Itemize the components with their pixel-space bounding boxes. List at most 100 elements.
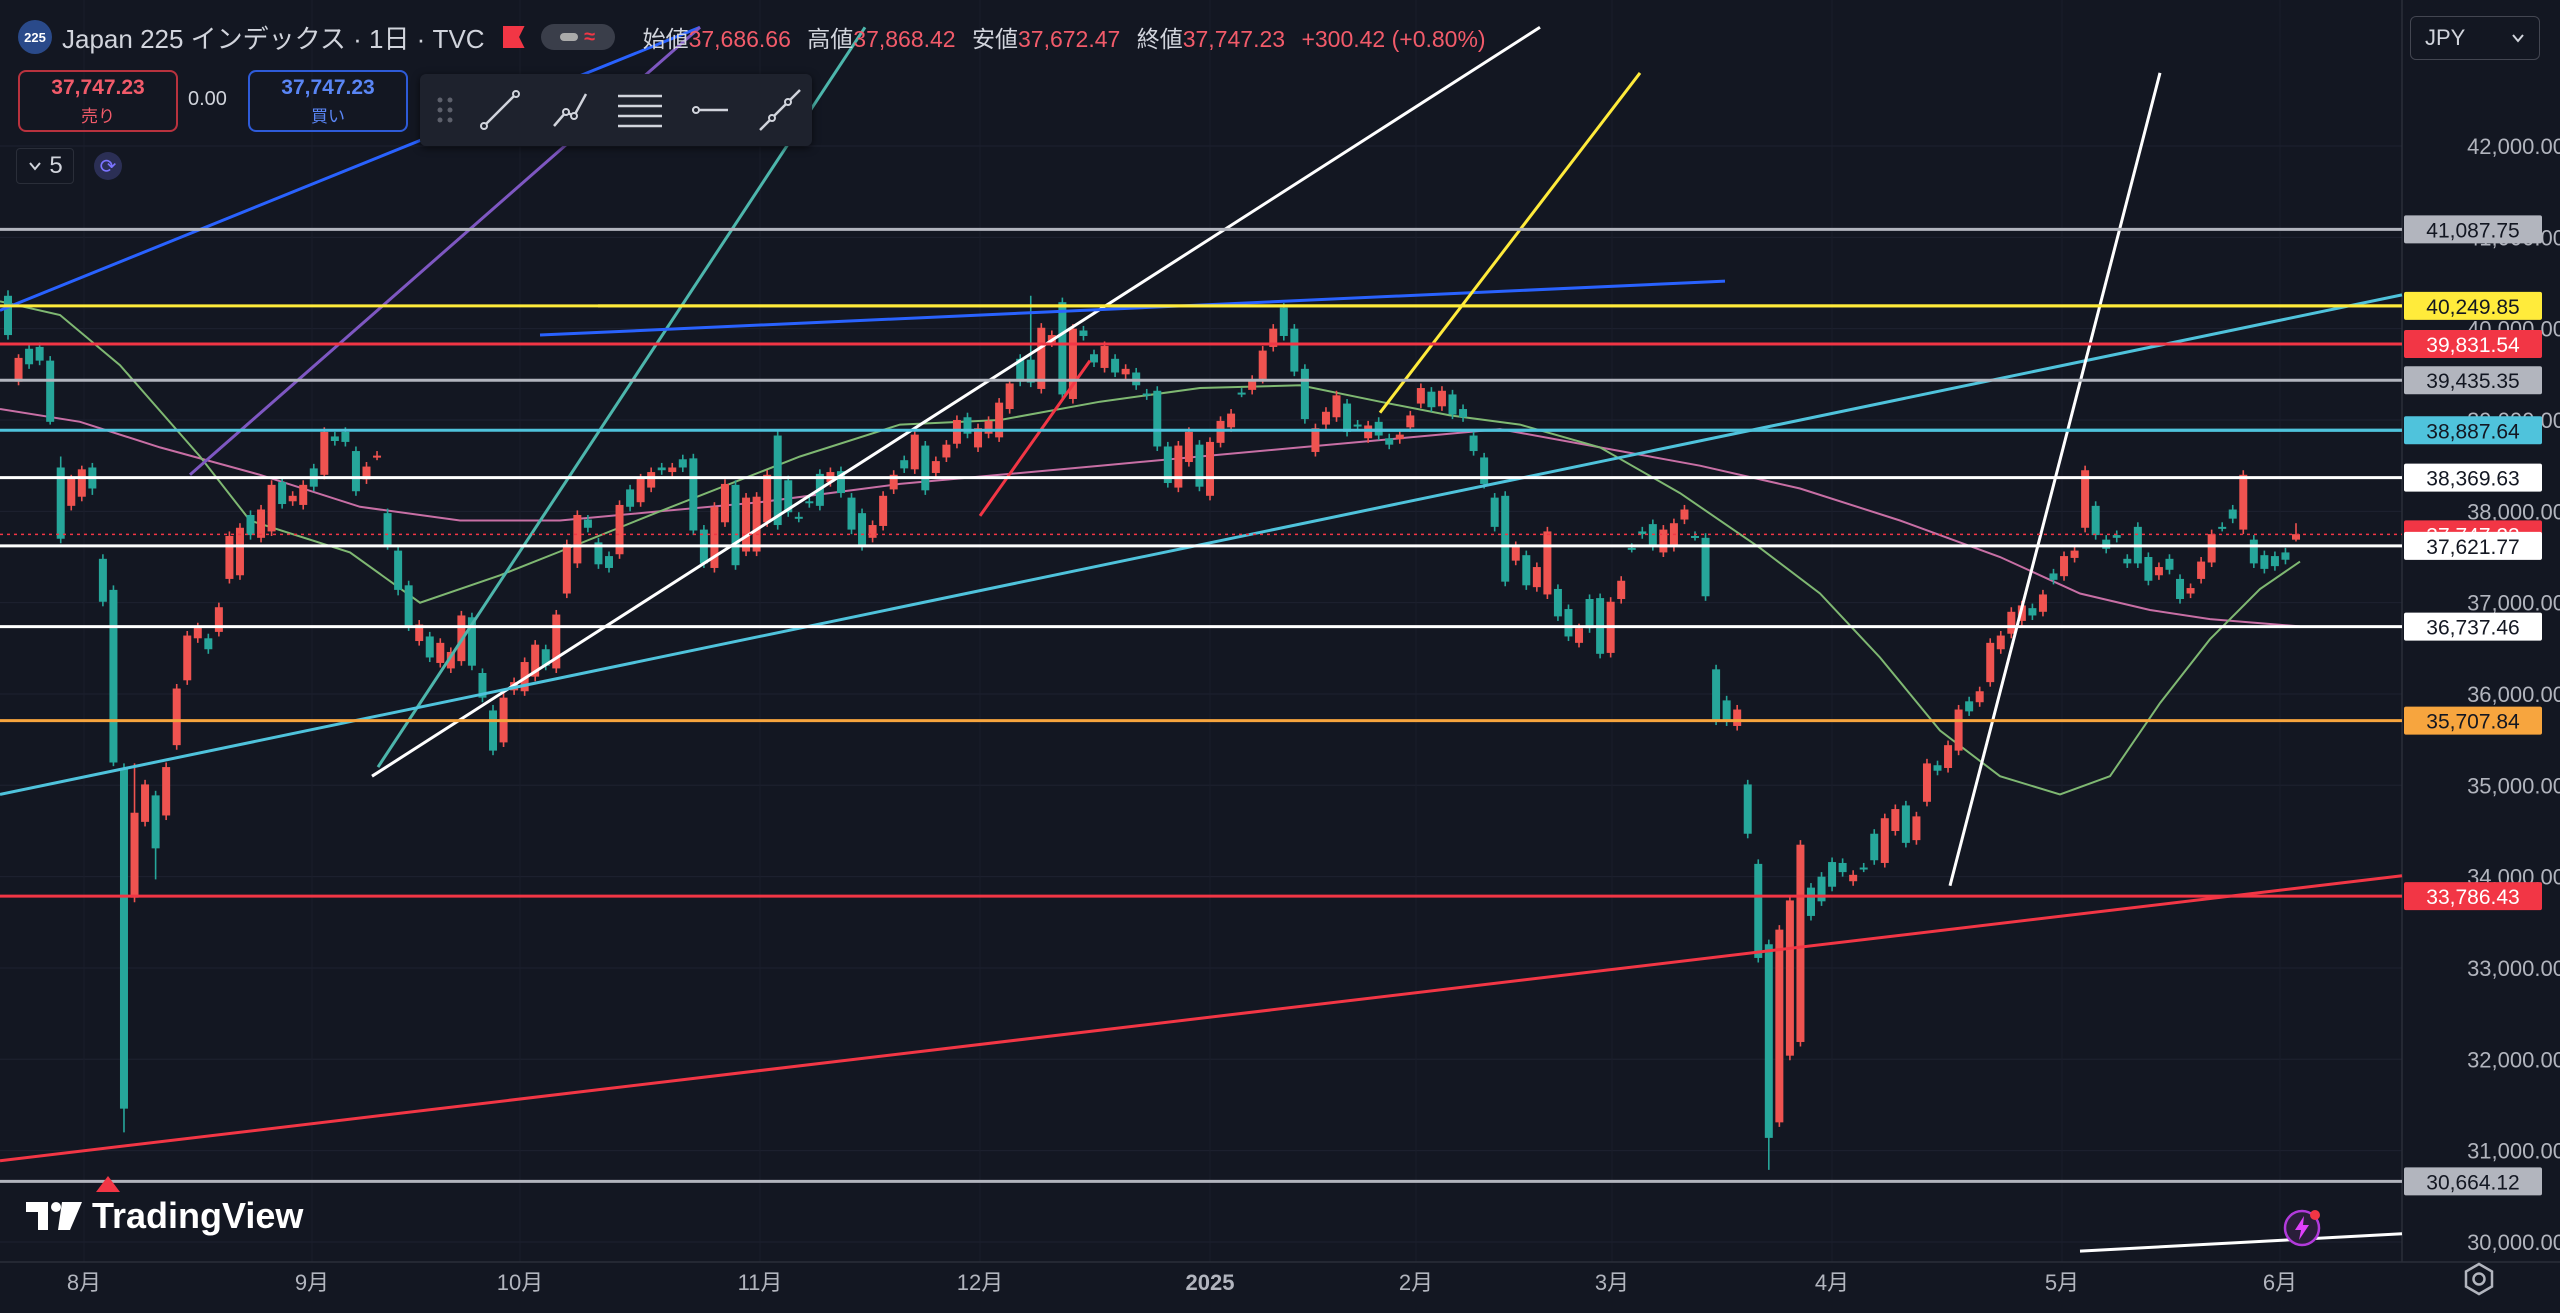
candle-body <box>172 688 181 746</box>
chevron-down-icon <box>29 162 42 171</box>
status-dot-icon <box>560 33 579 41</box>
candle-body <box>2028 608 2037 616</box>
candle-body <box>56 467 65 539</box>
candle-body <box>1079 330 1088 336</box>
candle-body <box>1627 547 1636 550</box>
candle-body <box>2292 534 2300 540</box>
candle-body <box>2081 470 2090 528</box>
indicator-toggle[interactable]: 5 <box>16 148 74 184</box>
candle-body <box>805 501 814 504</box>
candle-body <box>278 482 287 505</box>
trend-line-tool[interactable] <box>474 84 526 136</box>
horizontal-ray-icon <box>692 106 728 114</box>
candle-body <box>1828 862 1837 887</box>
candle-body <box>1901 805 1910 843</box>
candle-body <box>710 506 719 568</box>
close-value: 37,747.23 <box>1182 26 1286 52</box>
lightning-icon[interactable] <box>2282 1208 2322 1248</box>
candle-body <box>1111 358 1120 373</box>
candle-body <box>879 495 888 526</box>
candle-body <box>288 495 297 502</box>
currency-select[interactable]: JPY <box>2410 16 2540 60</box>
price-label: 36,737.46 <box>2426 617 2519 640</box>
candle-body <box>1343 403 1352 432</box>
candle-body <box>1332 395 1341 418</box>
x-tick-label: 5月 <box>2045 1270 2079 1295</box>
candle-body <box>2091 505 2100 536</box>
y-tick-label: 32,000.00 <box>2467 1047 2560 1072</box>
candle-body <box>1712 669 1721 721</box>
candle-body <box>541 649 550 666</box>
trend-line <box>539 279 1726 337</box>
candle-body <box>1975 691 1984 703</box>
flag-icon[interactable] <box>502 26 525 48</box>
candle-body <box>1944 745 1953 768</box>
currency-value: JPY <box>2425 25 2466 50</box>
candle-body <box>984 420 993 434</box>
candle-body <box>1469 435 1478 452</box>
candle-body <box>1701 537 1710 597</box>
buy-price: 37,747.23 <box>281 75 375 99</box>
trend-line <box>371 26 1541 778</box>
candle-body <box>1321 411 1330 425</box>
candle-body <box>4 295 12 336</box>
candle-body <box>847 497 856 530</box>
sell-button[interactable]: 37,747.23 売り <box>18 70 178 132</box>
candle-body <box>1996 635 2005 650</box>
price-label: 37,621.77 <box>2426 536 2519 559</box>
x-tick-label: 6月 <box>2263 1270 2297 1295</box>
fib-channel-tool[interactable] <box>614 84 666 136</box>
candle-body <box>2144 557 2153 581</box>
candle-body <box>604 556 613 568</box>
low-value: 37,672.47 <box>1018 26 1121 52</box>
candle-body <box>1205 441 1214 496</box>
candle-body <box>2165 558 2174 570</box>
candle-body <box>162 767 171 816</box>
candle-body <box>46 360 55 422</box>
candle-body <box>204 638 213 650</box>
candle-body <box>1722 700 1731 722</box>
sync-icon[interactable]: ⟳ <box>94 152 122 180</box>
candle-body <box>2112 535 2121 538</box>
high-label: 高値 <box>807 26 854 52</box>
horizontal-ray-tool[interactable] <box>684 84 736 136</box>
buy-button[interactable]: 37,747.23 買い <box>248 70 408 132</box>
candle-body <box>1511 546 1520 561</box>
y-tick-label: 30,000.00 <box>2467 1230 2560 1255</box>
candle-body <box>1880 818 1889 863</box>
candle-body <box>1617 580 1626 600</box>
candle-body <box>1385 438 1394 445</box>
gear-icon[interactable] <box>2462 1262 2496 1296</box>
candle-body <box>668 467 677 473</box>
extended-line-tool[interactable] <box>754 84 806 136</box>
candle-body <box>942 444 951 458</box>
candle-body <box>1353 424 1362 427</box>
candle-body <box>720 483 729 523</box>
trend-line <box>1378 72 1642 414</box>
symbol-badge[interactable]: 225 <box>18 20 52 54</box>
trend-line <box>1948 72 2162 887</box>
candle-body <box>657 467 666 471</box>
candle-body <box>974 428 983 448</box>
price-label-box <box>2404 706 2542 735</box>
ohlc-readout: 始値37,686.66 高値37,868.42 安値37,672.47 終値37… <box>643 20 1496 54</box>
price-label-box <box>2404 531 2542 560</box>
y-tick-label: 35,000.00 <box>2467 773 2560 798</box>
candle-body <box>2154 567 2163 576</box>
trend-line <box>376 26 867 768</box>
candle-body <box>626 489 635 507</box>
candle-body <box>868 525 877 538</box>
grip-icon[interactable] <box>434 92 456 128</box>
candle-body <box>1279 307 1288 336</box>
candle-body <box>446 651 455 669</box>
info-line-tool[interactable] <box>544 84 596 136</box>
candle-body <box>467 617 476 666</box>
open-label: 始値 <box>642 26 689 52</box>
candle-body <box>1448 394 1457 415</box>
price-label: 40,249.85 <box>2426 296 2519 319</box>
extended-line-icon <box>759 89 801 131</box>
candle-body <box>731 484 740 566</box>
chart-title[interactable]: Japan 225 インデックス · 1日 · TVC <box>62 23 485 54</box>
market-status-pill[interactable]: ≈ <box>540 24 615 50</box>
